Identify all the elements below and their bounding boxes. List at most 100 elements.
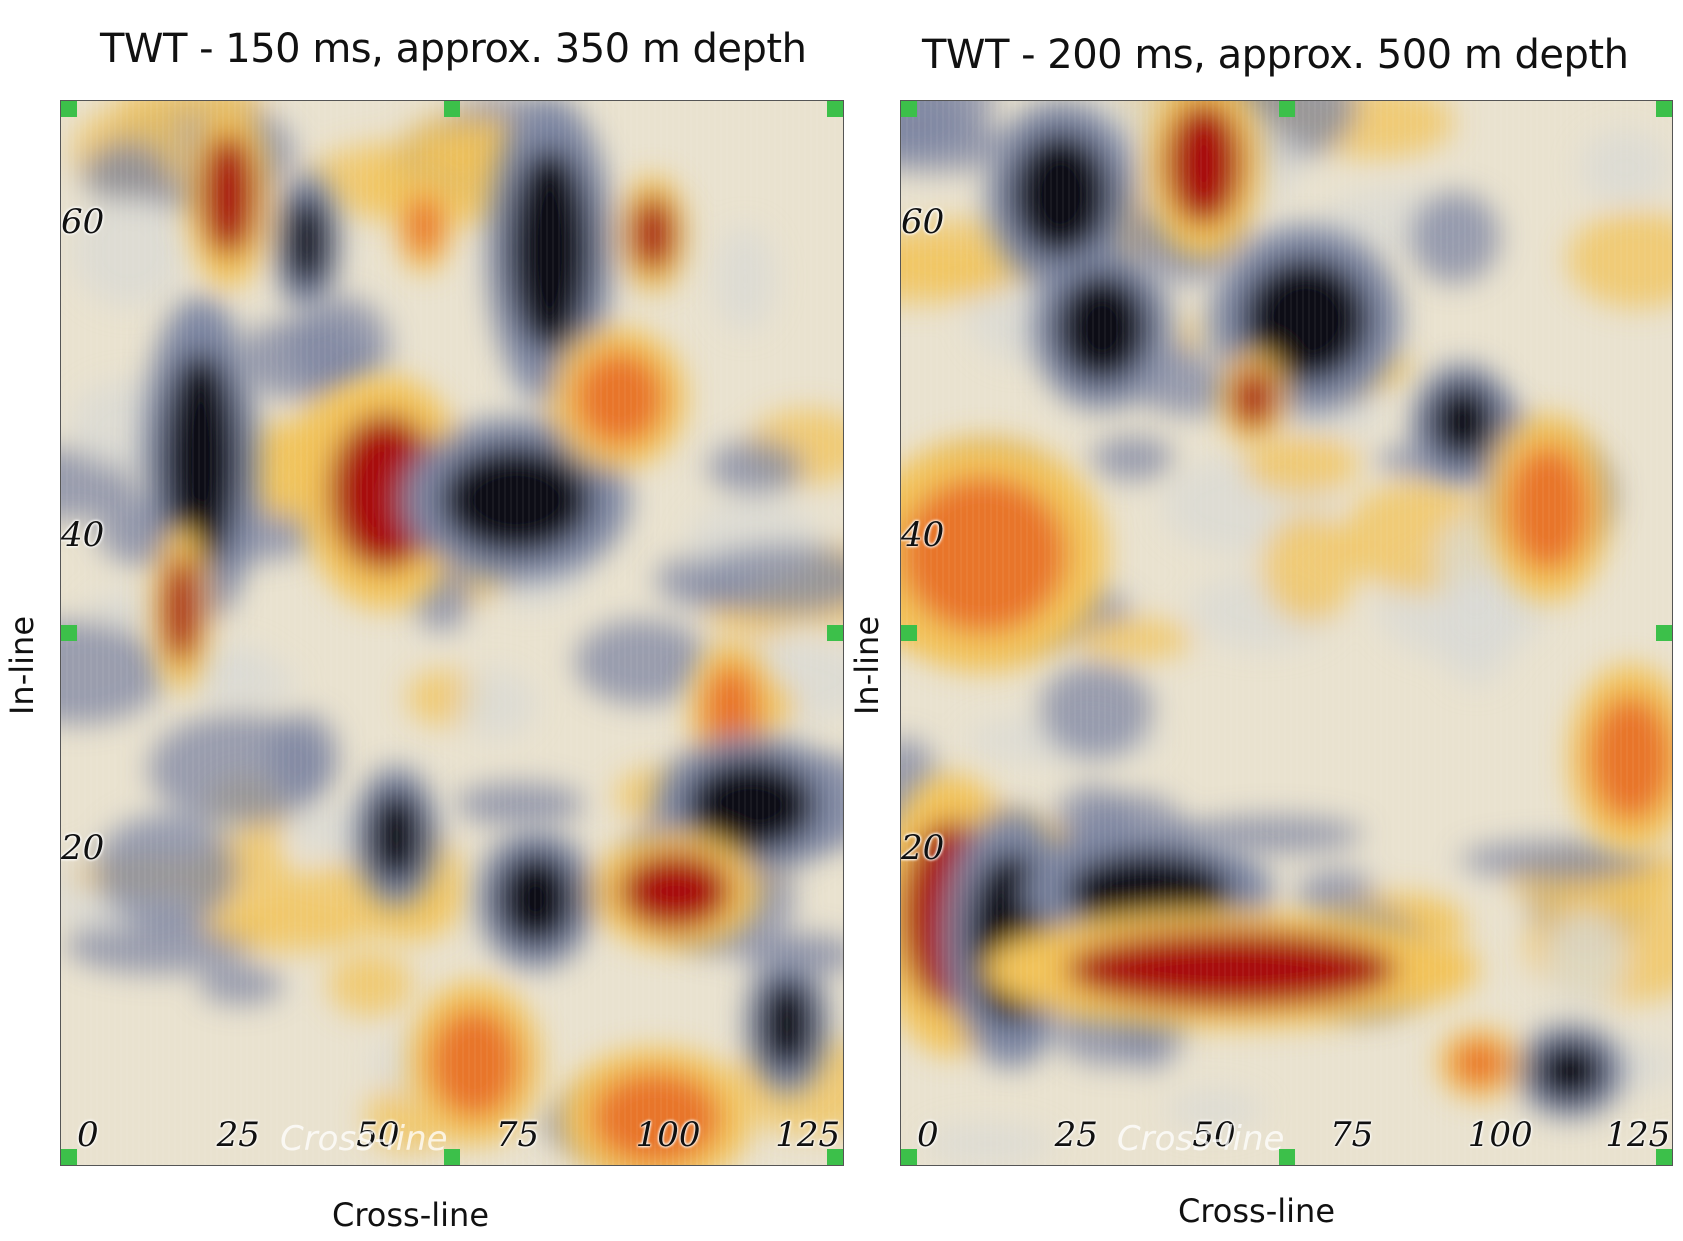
heatmap-svg xyxy=(61,101,843,1165)
x-tick-label: 75 xyxy=(1330,1115,1374,1155)
texture-blob xyxy=(1243,431,1359,496)
grid-marker xyxy=(61,101,77,117)
texture-blob xyxy=(693,544,843,616)
texture-blob xyxy=(236,318,370,401)
x-tick-label: 50 xyxy=(356,1115,400,1155)
positive-amplitude-feature xyxy=(1589,695,1672,821)
negative-amplitude-feature xyxy=(1242,257,1370,383)
grid-marker xyxy=(444,101,460,117)
x-tick-label: 25 xyxy=(216,1115,260,1155)
negative-amplitude-feature xyxy=(1429,382,1496,461)
positive-amplitude-feature xyxy=(703,664,760,759)
y-axis-label: In-line xyxy=(848,615,886,715)
x-tick-label: 100 xyxy=(1467,1115,1533,1155)
grid-marker xyxy=(444,1149,460,1165)
y-tick-label: 20 xyxy=(61,828,105,869)
texture-blob xyxy=(1074,618,1193,661)
overlay-text: Cross-line xyxy=(1116,1119,1285,1159)
positive-amplitude-feature xyxy=(429,1008,520,1119)
positive-amplitude-feature xyxy=(630,194,676,274)
positive-amplitude-feature xyxy=(161,554,201,665)
texture-blob xyxy=(1261,513,1356,623)
y-tick-label: 40 xyxy=(901,515,945,556)
negative-amplitude-feature xyxy=(1534,1039,1606,1103)
positive-amplitude-feature xyxy=(1066,930,1397,1009)
chart-title: TWT - 200 ms, approx. 500 m depth xyxy=(922,32,1629,78)
x-tick-label: 50 xyxy=(1192,1115,1236,1155)
y-tick-label: 60 xyxy=(901,202,945,243)
texture-blob xyxy=(1567,211,1672,309)
negative-amplitude-feature xyxy=(440,445,592,555)
grid-marker xyxy=(1656,101,1672,117)
grid-marker xyxy=(827,1149,843,1165)
x-tick-label: 0 xyxy=(917,1115,939,1155)
texture-blob xyxy=(82,143,169,204)
heatmap-plot: 0 25 50 75 100 125 60 40 20 Cross-line xyxy=(60,100,844,1166)
x-tick-label: 25 xyxy=(1054,1115,1098,1155)
texture-blob xyxy=(72,196,186,307)
positive-amplitude-feature xyxy=(619,852,732,931)
heatmap-plot: 0 25 50 75 100 125 60 40 20 Cross-line xyxy=(900,100,1673,1166)
y-tick-label: 20 xyxy=(901,828,945,869)
grid-marker xyxy=(901,101,917,117)
texture-blob xyxy=(923,1124,1054,1164)
grid-marker xyxy=(901,625,917,641)
negative-amplitude-feature xyxy=(1011,132,1111,258)
negative-amplitude-feature xyxy=(686,758,816,853)
negative-amplitude-feature xyxy=(759,977,816,1072)
texture-blob xyxy=(268,712,338,800)
texture-blob xyxy=(1180,816,1363,853)
negative-amplitude-feature xyxy=(284,194,330,289)
texture-blob xyxy=(66,916,252,974)
texture-blob xyxy=(575,619,710,705)
grid-marker xyxy=(61,1149,77,1165)
y-tick-label: 40 xyxy=(61,515,105,556)
texture-blob xyxy=(1166,1090,1262,1130)
positive-amplitude-feature xyxy=(591,1071,721,1165)
texture-blob xyxy=(901,249,1011,305)
x-tick-label: 100 xyxy=(635,1115,701,1155)
positive-amplitude-feature xyxy=(1506,445,1590,571)
x-tick-label: 125 xyxy=(775,1115,841,1155)
positive-amplitude-feature xyxy=(200,132,257,258)
negative-amplitude-feature xyxy=(496,852,575,946)
grid-marker xyxy=(1278,101,1295,117)
x-axis-label: Cross-line xyxy=(332,1196,490,1234)
negative-amplitude-feature xyxy=(368,789,425,884)
y-axis-label: In-line xyxy=(3,615,41,715)
x-tick-label: 75 xyxy=(495,1115,540,1155)
negative-amplitude-feature xyxy=(1066,852,1232,931)
texture-blob xyxy=(61,620,166,725)
positive-amplitude-feature xyxy=(901,476,1067,633)
texture-blob xyxy=(1580,130,1669,205)
overlay-text: Cross-line xyxy=(279,1119,448,1159)
grid-marker xyxy=(1656,1149,1672,1165)
texture-blob xyxy=(455,782,584,826)
positive-amplitude-feature xyxy=(574,351,665,446)
texture-blob xyxy=(457,670,535,739)
heatmap-svg xyxy=(901,101,1672,1165)
y-tick-label: 60 xyxy=(61,202,105,243)
grid-marker xyxy=(1656,625,1672,641)
texture-blob xyxy=(94,814,237,928)
chart-title: TWT - 150 ms, approx. 350 m depth xyxy=(100,26,807,72)
grid-marker xyxy=(901,1149,917,1165)
grid-marker xyxy=(61,625,77,641)
positive-amplitude-feature xyxy=(1231,367,1276,430)
positive-amplitude-feature xyxy=(1451,1039,1507,1087)
negative-amplitude-feature xyxy=(161,351,240,571)
texture-blob xyxy=(198,965,283,1005)
grid-marker xyxy=(827,101,843,117)
texture-blob xyxy=(708,439,804,496)
x-tick-label: 0 xyxy=(77,1115,99,1155)
x-axis-label: Cross-line xyxy=(1178,1192,1336,1230)
texture-blob xyxy=(327,952,413,1017)
negative-amplitude-feature xyxy=(1055,273,1149,383)
positive-amplitude-feature xyxy=(1165,101,1243,227)
positive-amplitude-feature xyxy=(406,194,443,258)
texture-blob xyxy=(1039,662,1153,760)
grid-marker xyxy=(1278,1149,1295,1165)
texture-blob xyxy=(1544,909,1627,1008)
texture-blob xyxy=(714,227,775,331)
texture-blob xyxy=(1460,840,1654,879)
